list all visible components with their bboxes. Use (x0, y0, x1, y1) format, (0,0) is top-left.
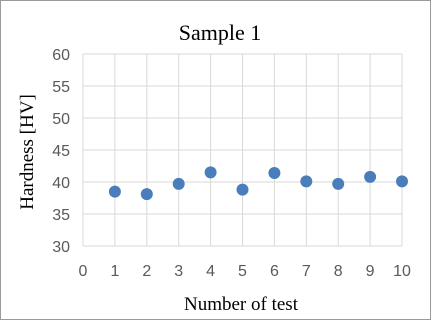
data-point (172, 177, 185, 190)
data-point (332, 177, 345, 190)
x-tick-label: 5 (238, 263, 247, 280)
x-tick-label: 8 (334, 263, 343, 280)
data-point (268, 167, 281, 180)
x-tick-label: 9 (366, 263, 375, 280)
y-tick-label: 45 (52, 143, 70, 160)
y-tick-labels: 30 35 40 45 50 55 60 (52, 47, 70, 256)
x-tick-label: 1 (110, 263, 119, 280)
x-tick-label: 7 (302, 263, 311, 280)
y-tick-label: 55 (52, 79, 70, 96)
y-tick-label: 50 (52, 111, 70, 128)
y-tick-label: 60 (52, 47, 70, 64)
x-tick-label: 6 (270, 263, 279, 280)
x-tick-label: 2 (142, 263, 151, 280)
x-tick-label: 10 (393, 263, 411, 280)
data-point (300, 175, 313, 188)
data-point (236, 183, 249, 196)
chart-title: Sample 1 (179, 20, 262, 45)
data-point (140, 188, 153, 201)
x-tick-labels: 0 1 2 3 4 5 6 7 8 9 10 (79, 263, 411, 280)
y-axis-label: Hardness [HV] (17, 94, 38, 210)
data-point (396, 175, 408, 188)
y-tick-label: 35 (52, 207, 70, 224)
y-tick-label: 30 (52, 239, 70, 256)
data-point (108, 185, 121, 198)
x-tick-label: 4 (206, 263, 215, 280)
data-point (204, 166, 217, 179)
x-axis-label: Number of test (184, 294, 299, 315)
x-tick-label: 3 (174, 263, 183, 280)
grid-layer (82, 53, 403, 247)
data-point (364, 170, 377, 183)
y-tick-label: 40 (52, 175, 70, 192)
data-points (108, 166, 408, 201)
x-tick-label: 0 (79, 263, 88, 280)
